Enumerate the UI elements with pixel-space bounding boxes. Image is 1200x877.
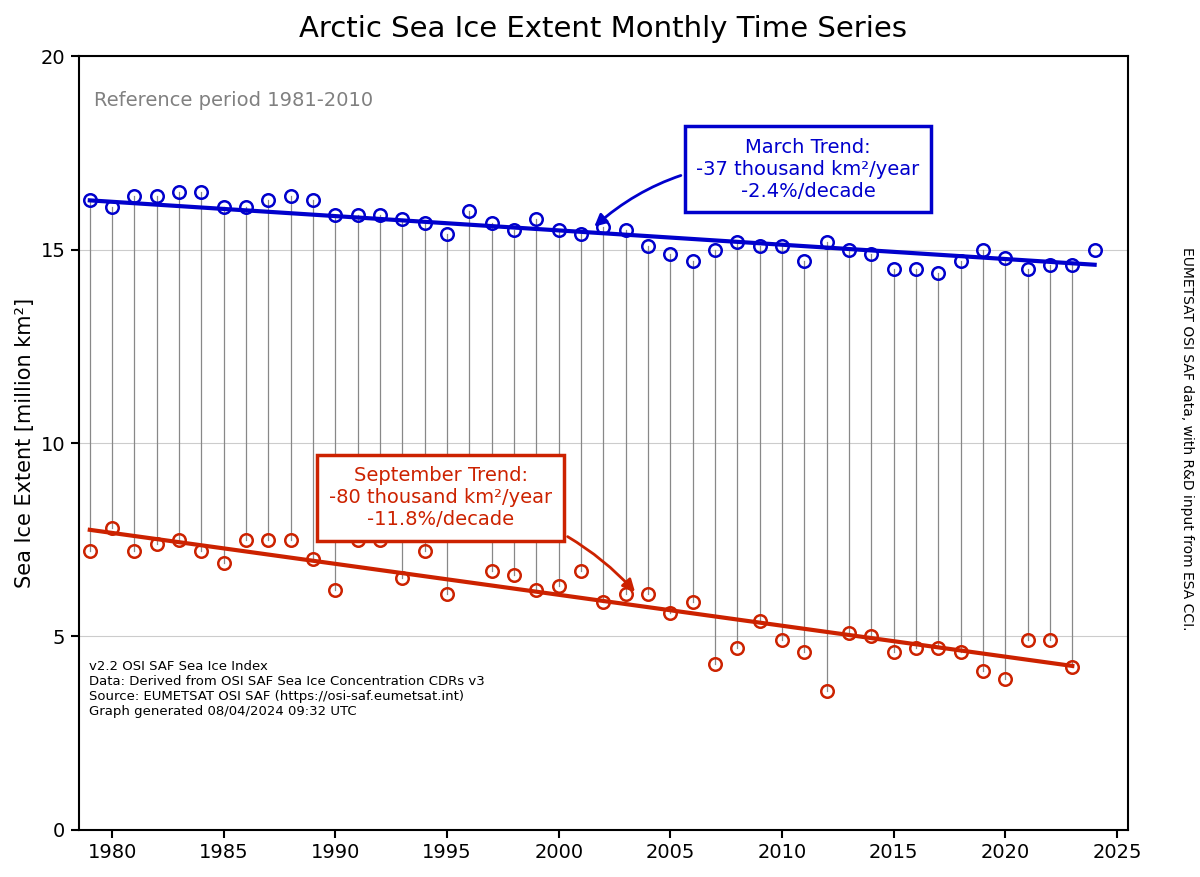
Text: EUMETSAT OSI SAF data, with R&D input from ESA CCI.: EUMETSAT OSI SAF data, with R&D input fr…: [1180, 246, 1194, 631]
Text: March Trend:
-37 thousand km²/year
-2.4%/decade: March Trend: -37 thousand km²/year -2.4%…: [596, 138, 919, 225]
Text: v2.2 OSI SAF Sea Ice Index
Data: Derived from OSI SAF Sea Ice Concentration CDRs: v2.2 OSI SAF Sea Ice Index Data: Derived…: [89, 660, 485, 717]
Text: Reference period 1981-2010: Reference period 1981-2010: [95, 91, 373, 111]
Text: September Trend:
-80 thousand km²/year
-11.8%/decade: September Trend: -80 thousand km²/year -…: [329, 467, 632, 589]
Title: Arctic Sea Ice Extent Monthly Time Series: Arctic Sea Ice Extent Monthly Time Serie…: [299, 15, 907, 43]
Y-axis label: Sea Ice Extent [million km²]: Sea Ice Extent [million km²]: [16, 298, 35, 588]
